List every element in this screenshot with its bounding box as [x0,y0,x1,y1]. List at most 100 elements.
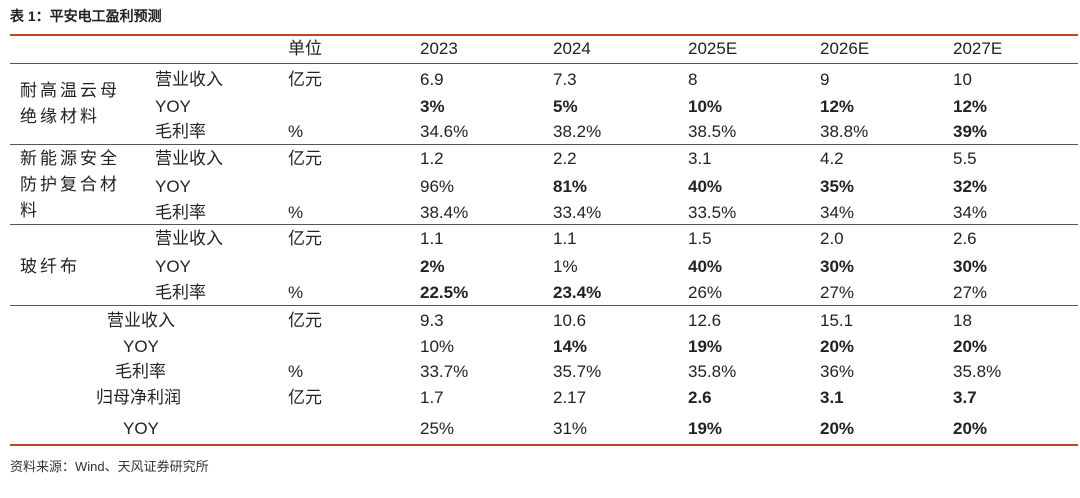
table-cell: 20% [820,337,855,356]
table-cell: 96% [420,177,455,196]
header-unit: 单位 [288,39,322,58]
category-new-energy: 新能源安全防护复合材料 [20,149,120,220]
table-cell: 34% [953,203,988,222]
table-cell: 35.8% [953,362,1002,381]
table-title: 表 1：平安电工盈利预测 [10,8,162,24]
table-cell: 10.6 [553,311,587,330]
table-cell: 10% [420,337,455,356]
row-unit: % [288,203,304,222]
table-cell: 27% [953,283,988,302]
row-label: 毛利率 [115,362,166,381]
table-cell: 4.2 [820,149,844,168]
table-cell: 2.2 [553,149,577,168]
table-cell: 9 [820,70,830,89]
table-cell: 1.5 [688,229,712,248]
table-cell: 30% [820,257,855,276]
table-cell: 35.8% [688,362,737,381]
row-label: YOY [155,97,191,116]
table-cell: 40% [688,257,723,276]
table-cell: 34.6% [420,122,469,141]
table-cell: 33.7% [420,362,469,381]
row-label: 营业收入 [155,70,223,89]
table-cell: 32% [953,177,988,196]
row-label: 毛利率 [155,283,206,302]
table-cell: 38.5% [688,122,737,141]
table-cell: 36% [820,362,855,381]
table-cell: 27% [820,283,855,302]
table-cell: 81% [553,177,588,196]
header-year: 2024 [553,39,591,58]
table-cell: 40% [688,177,723,196]
table-cell: 39% [953,122,988,141]
group-divider-2 [10,224,1078,225]
header-year: 2025E [688,39,738,58]
row-label: YOY [155,177,191,196]
row-unit: % [288,122,304,141]
row-unit: % [288,362,304,381]
table-cell: 38.4% [420,203,469,222]
row-label: 毛利率 [155,203,206,222]
table-cell: 3.1 [820,388,844,407]
table-cell: 8 [688,70,698,89]
table-cell: 38.8% [820,122,869,141]
table-cell: 6.9 [420,70,444,89]
source-note: 资料来源：Wind、天风证券研究所 [10,459,209,474]
category-mica: 耐高温云母绝缘材料 [20,81,120,126]
table-cell: 25% [420,419,455,438]
table-cell: 12% [953,97,988,116]
table-cell: 20% [820,419,855,438]
table-cell: 26% [688,283,723,302]
category-glass-fiber: 玻纤布 [20,257,80,276]
table-cell: 3% [420,97,445,116]
table-cell: 2.17 [553,388,587,407]
table-cell: 2.0 [820,229,844,248]
row-label: YOY [123,419,159,438]
table-cell: 33.4% [553,203,602,222]
header-year: 2027E [953,39,1003,58]
table-cell: 2.6 [953,229,977,248]
table-cell: 10 [953,70,972,89]
table-cell: 38.2% [553,122,602,141]
table-cell: 1.1 [553,229,577,248]
table-cell: 3.7 [953,388,977,407]
row-unit: 亿元 [288,388,322,407]
row-label: 营业收入 [155,149,223,168]
row-unit: 亿元 [288,70,322,89]
row-label: YOY [155,257,191,276]
table-cell: 15.1 [820,311,854,330]
table-cell: 1.7 [420,388,444,407]
table-top-rule [10,34,1078,36]
table-cell: 5.5 [953,149,977,168]
table-cell: 1% [553,257,578,276]
row-unit: 亿元 [288,149,322,168]
row-unit: 亿元 [288,311,322,330]
table-cell: 3.1 [688,149,712,168]
row-label: 归母净利润 [96,388,181,407]
table-cell: 19% [688,337,723,356]
table-cell: 5% [553,97,578,116]
table-cell: 7.3 [553,70,577,89]
table-cell: 19% [688,419,723,438]
table-cell: 35% [820,177,855,196]
table-cell: 9.3 [420,311,444,330]
table-cell: 33.5% [688,203,737,222]
table-cell: 34% [820,203,855,222]
table-cell: 1.2 [420,149,444,168]
header-year: 2023 [420,39,458,58]
row-label: 毛利率 [155,122,206,141]
header-year: 2026E [820,39,870,58]
row-label: YOY [123,337,159,356]
table-cell: 14% [553,337,588,356]
row-unit: % [288,283,304,302]
group-divider-3 [10,305,1078,306]
table-cell: 35.7% [553,362,602,381]
table-cell: 18 [953,311,972,330]
table-bottom-rule [10,444,1078,446]
row-label: 营业收入 [155,229,223,248]
table-cell: 31% [553,419,588,438]
row-unit: 亿元 [288,229,322,248]
table-cell: 12% [820,97,855,116]
table-cell: 22.5% [420,283,469,302]
header-divider [10,63,1078,64]
table-cell: 23.4% [553,283,602,302]
